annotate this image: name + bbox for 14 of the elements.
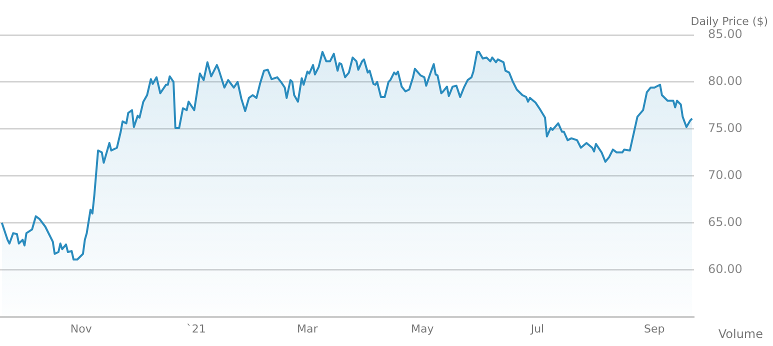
y-tick-label: 75.00	[708, 121, 742, 136]
text: Volume	[718, 326, 763, 341]
x-tick-label: `21	[186, 322, 206, 336]
y-axis-title: Daily Price ($)	[690, 14, 768, 28]
x-tick-label: Mar	[297, 322, 318, 336]
y-tick-label: 70.00	[708, 168, 742, 182]
x-tick-label: Sep	[644, 322, 665, 336]
x-tick-label: Nov	[70, 322, 92, 336]
y-tick-label: 80.00	[708, 74, 742, 88]
y-tick-label: 85.00	[708, 27, 742, 42]
y-tick-label: 65.00	[708, 214, 742, 229]
y-tick-label: 60.00	[708, 262, 742, 276]
x-tick-label: Jul	[530, 322, 544, 336]
x-tick-label: May	[411, 322, 434, 336]
